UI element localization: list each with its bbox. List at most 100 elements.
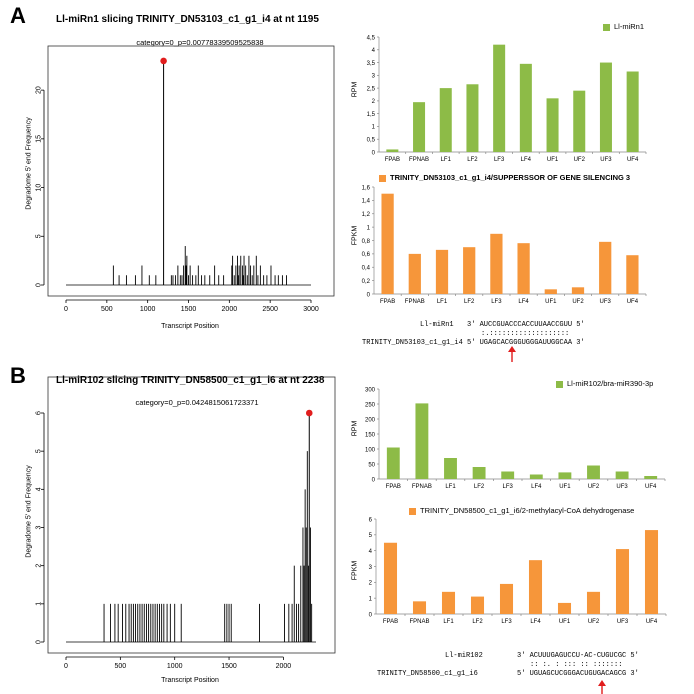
alignment-a-target-seq: 5' UGAGCACGGGUGGGAUUGGCAA 3' (467, 339, 585, 347)
tplot-b-xlabel: Transcript Position (161, 677, 219, 684)
bar-b2-bar (383, 542, 398, 614)
bar-a2-ytick-label: 1,2 (362, 212, 371, 218)
tplot-b-subtitle: category=0_p=0.0424815061723371 (135, 398, 259, 407)
bar-b2-category-label: UF3 (617, 619, 629, 625)
bar-a2-ylabel: FPKM (351, 225, 359, 246)
alignment-b-target-name: TRINITY_DN58500_c1_g1_i6 (377, 670, 478, 678)
bar-a1-bar (386, 149, 399, 152)
bar-b1-category-label: UF1 (559, 484, 571, 490)
bar-a2-category-label: LF2 (464, 299, 475, 305)
bar-b1-category-label: FPNAB (412, 484, 432, 490)
bar-b2-ytick-label: 3 (369, 565, 373, 571)
bar-b2-bar (557, 602, 572, 614)
bar-a2-category-label: FPAB (380, 299, 395, 305)
legend-a1-label: Ll-miRn1 (614, 22, 645, 31)
bar-a2-bar (599, 241, 612, 294)
bar-b1-category-label: UF3 (616, 484, 628, 490)
bar-a2-category-label: LF1 (437, 299, 448, 305)
bar-b2-bar (528, 560, 543, 614)
panel-a-label: A (10, 3, 26, 28)
bar-a2-bar (381, 193, 394, 294)
tplot-b-ytick-label: 1 (36, 602, 43, 606)
bar-a1-ytick-label: 1 (372, 125, 376, 131)
bar-a1-bar (573, 90, 586, 152)
legend-a2-label: TRINITY_DN53103_c1_g1_i4/SUPPERSSOR OF G… (390, 173, 631, 182)
bar-b1-ytick-label: 50 (368, 462, 375, 468)
bar-b2-category-label: LF3 (501, 619, 512, 625)
bar-a1-bar (493, 44, 506, 152)
tplot-b-xtick-label: 500 (115, 663, 127, 670)
tplot-b-ytick-label: 3 (36, 525, 43, 529)
tplot-a-ytick-label: 5 (36, 234, 43, 238)
tplot-a-xlabel: Transcript Position (161, 323, 219, 330)
bar-a1-ytick-label: 0,5 (367, 138, 376, 144)
alignment-b-target-seq: 5' UGUAGCUCGGGACUGUGACAGCG 3' (517, 670, 639, 678)
tplot-b-xtick-label: 1500 (221, 663, 237, 670)
bar-a2-bar (435, 249, 449, 294)
bar-b1-bar (587, 465, 600, 479)
bar-a2-ytick-label: 0,2 (362, 279, 371, 285)
tplot-b-title: Ll-miR102 slicing TRINITY_DN58500_c1_g1_… (56, 375, 325, 386)
bar-b2-axes: 0 1 2 3 4 5 6 FPAB FPNAB LF1 LF2 LF3 LF4 UF1 UF2 UF3 UF4 (369, 517, 667, 625)
tplot-b-axes: 0 500 1000 1500 2000 0 1 2 3 4 5 6 (36, 411, 316, 670)
bar-b2-bar (441, 591, 456, 614)
bar-b2-bar (586, 591, 601, 614)
bar-a1-ytick-label: 2 (372, 99, 376, 105)
bar-b2-category-label: UF1 (559, 619, 571, 625)
tplot-b-xtick-label: 0 (64, 663, 68, 670)
bar-a1-bar (439, 88, 452, 152)
bar-a2-bars (381, 193, 639, 294)
tplot-b-bars (103, 409, 313, 642)
bar-a2-ytick-label: 1 (367, 225, 371, 231)
bar-b1-bar (386, 447, 400, 479)
bar-b2-bars (383, 530, 659, 614)
bar-b2-category-label: UF4 (646, 619, 658, 625)
bar-b1-bar (558, 472, 572, 479)
bar-a2-category-label: UF1 (545, 299, 557, 305)
tplot-a-axes: 0 500 1000 1500 2000 2500 3000 0 5 10 15 20 (36, 86, 319, 313)
bar-a1-ytick-label: 0 (372, 150, 376, 156)
bar-a1-category-label: UF4 (627, 157, 639, 163)
tplot-a-subtitle: category=0_p=0.00778339509525838 (136, 38, 264, 47)
bar-b2-category-label: LF2 (472, 619, 483, 625)
bar-b1-ytick-label: 0 (372, 477, 376, 483)
bar-b2-ytick-label: 0 (369, 612, 373, 618)
legend-b2-swatch (409, 508, 416, 515)
bar-a2-ytick-label: 0 (367, 292, 371, 298)
bar-b2-bar (470, 596, 485, 614)
tplot-b-ytick-label: 0 (36, 640, 43, 644)
bar-b1-ytick-label: 150 (365, 432, 376, 438)
tplot-a-peak-dot (160, 57, 167, 65)
bar-b1-category-label: FPAB (386, 484, 401, 490)
bar-a2-category-label: LF4 (518, 299, 529, 305)
bar-a2-bar (490, 233, 503, 294)
bar-b1-bars (386, 403, 658, 479)
bar-a1-category-label: FPAB (385, 157, 400, 163)
bar-b2-category-label: UF2 (588, 619, 600, 625)
legend-b1-label: Ll-miR102/bra-miR390-3p (567, 379, 654, 388)
bar-a1-bar (466, 84, 479, 152)
tplot-a-title: Ll-miRn1 slicing TRINITY_DN53103_c1_g1_i… (56, 14, 319, 25)
tplot-a-frame (47, 45, 335, 297)
bar-a1-ytick-label: 2,5 (367, 86, 376, 92)
bar-a2-ytick-label: 1,4 (362, 199, 371, 205)
bar-a1-category-label: UF3 (600, 157, 612, 163)
tplot-b-ytick-label: 5 (36, 449, 43, 453)
bar-b1-ylabel: RPM (351, 420, 359, 437)
bar-b1-category-label: LF3 (503, 484, 514, 490)
panel-b-label: B (10, 363, 26, 388)
bar-a2-bar (408, 253, 421, 294)
tplot-b-xtick-label: 2000 (276, 663, 292, 670)
alignment-b-mirna-name: Ll-miR102 (445, 652, 483, 660)
bar-a1-ylabel: RPM (351, 81, 359, 98)
bar-b2-ytick-label: 2 (369, 581, 373, 587)
bar-b1-bar (501, 471, 515, 479)
bar-a2-category-label: UF4 (627, 299, 639, 305)
bar-b2-ylabel: FPKM (351, 560, 359, 581)
bar-b2-ytick-label: 6 (369, 517, 373, 523)
cleavage-arrow-b (598, 680, 606, 694)
bar-a1-bar (626, 71, 639, 152)
bar-b2-ytick-label: 5 (369, 533, 373, 539)
tplot-b-ytick-label: 6 (36, 411, 43, 415)
bar-b1-category-label: UF2 (588, 484, 600, 490)
